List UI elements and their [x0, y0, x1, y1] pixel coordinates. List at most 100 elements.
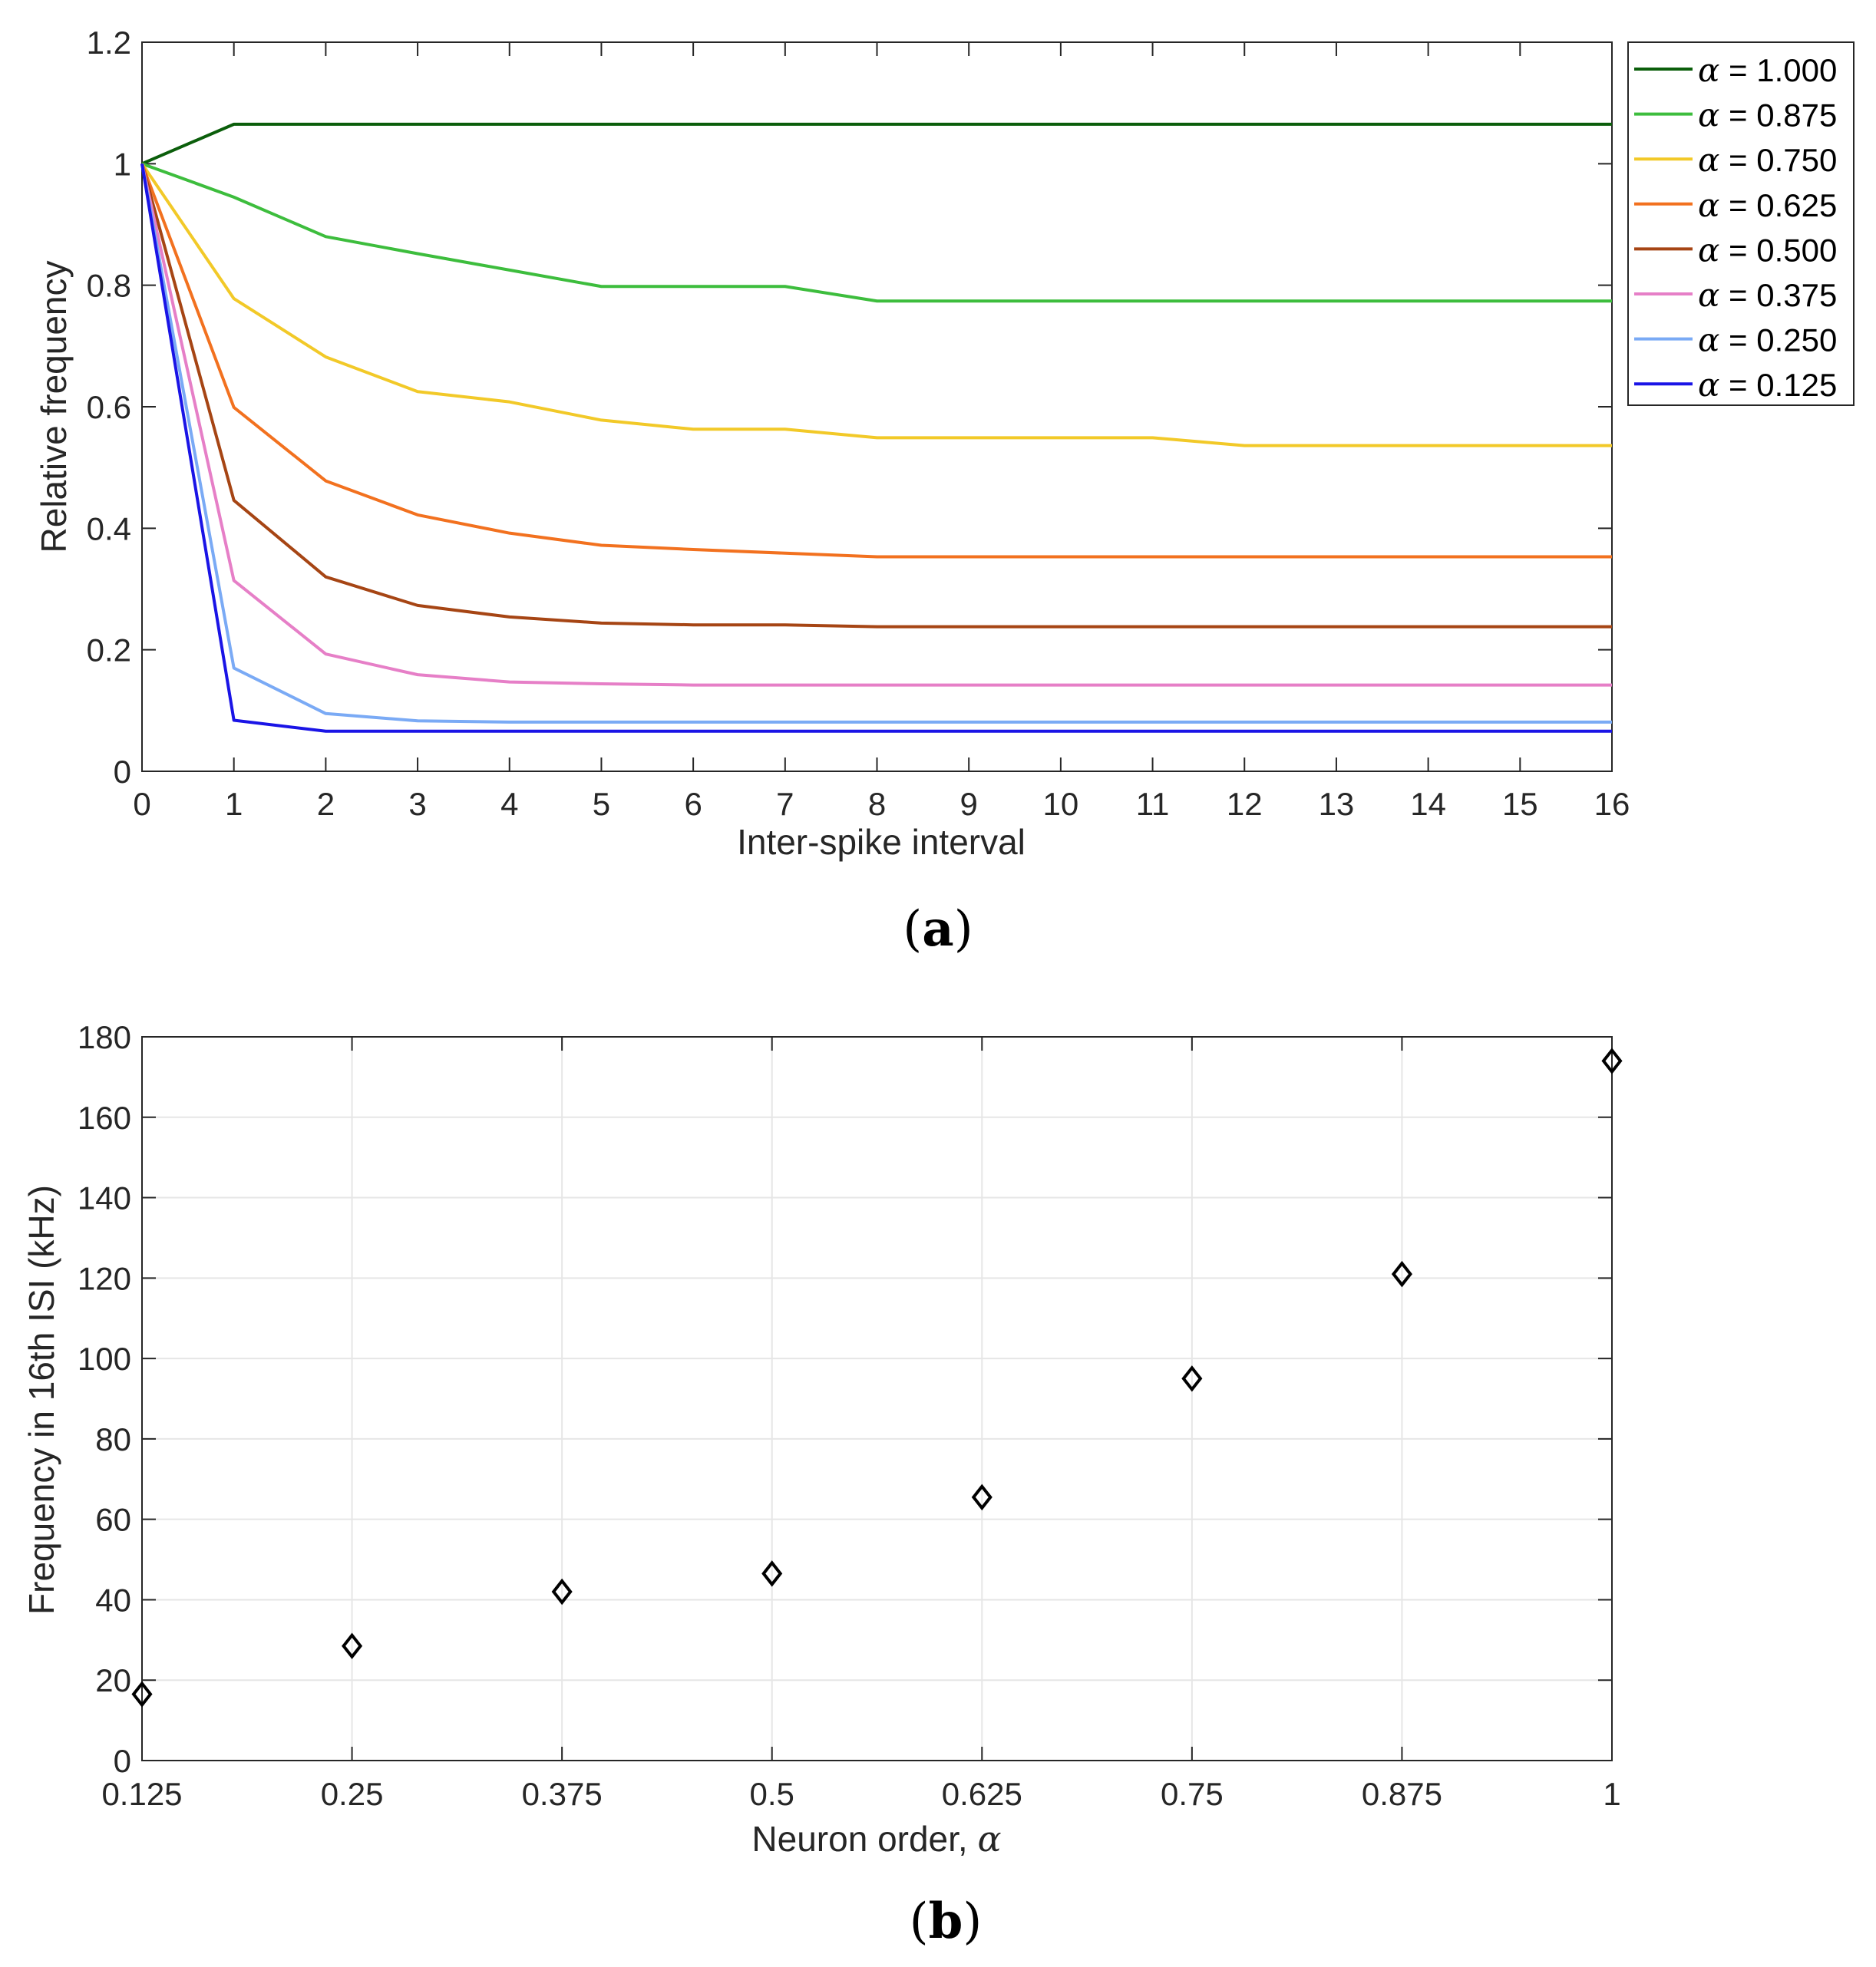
series-line-7: [140, 163, 1612, 733]
legend-value: = 0.500: [1719, 232, 1837, 268]
x-tick-label: 0.25: [321, 1776, 384, 1812]
x-tick-label: 0.875: [1362, 1776, 1442, 1812]
legend-greek: α: [1698, 276, 1719, 314]
series-line-6: [140, 163, 1612, 724]
panel-a-letter: a: [922, 900, 953, 958]
series-line-4: [140, 163, 1612, 629]
y-tick-label: 0: [114, 1743, 131, 1779]
series-line-0: [141, 122, 1612, 166]
panel-b-frame: [141, 1036, 1613, 1761]
y-tick-label: 0.2: [87, 632, 131, 668]
x-tick-label: 14: [1410, 786, 1446, 822]
data-point-diamond: [551, 1578, 573, 1606]
legend-greek: α: [1698, 186, 1719, 224]
panel-a-ticks: 0 1 2 3 4 5 6 7 8 9 10 11 12 13 14 15 1600.20.40.60.811.…: [87, 25, 1630, 822]
x-tick-label: 4: [500, 786, 518, 822]
y-tick-label: 180: [78, 1019, 131, 1055]
y-tick-label: 140: [78, 1180, 131, 1216]
y-tick-label: 160: [78, 1100, 131, 1136]
x-tick-label: 2: [317, 786, 335, 822]
legend-greek: α: [1698, 141, 1719, 179]
data-point-diamond: [1181, 1365, 1203, 1392]
y-tick-label: 0: [114, 754, 131, 790]
panel-b-label: (b): [910, 1893, 983, 1950]
x-tick-label: 13: [1319, 786, 1355, 822]
x-tick-label: 5: [593, 786, 610, 822]
legend-label-2: α = 0.750: [1698, 141, 1837, 179]
series-line-1: [141, 162, 1612, 303]
legend-label-4: α = 0.500: [1698, 231, 1837, 269]
legend-value: = 0.875: [1719, 97, 1837, 134]
data-point-diamond: [1601, 1048, 1623, 1074]
x-tick-label: 11: [1136, 786, 1170, 822]
series-line-5: [140, 163, 1612, 687]
x-tick-label: 1: [225, 786, 243, 822]
x-tick-label: 12: [1227, 786, 1263, 822]
panel-b-letter: b: [929, 1893, 963, 1950]
panel-a-label: (a): [903, 900, 973, 958]
panel-a-ylabel: Relative frequency: [34, 261, 74, 553]
x-tick-label: 0.75: [1161, 1776, 1224, 1812]
x-tick-label: 0.375: [522, 1776, 603, 1812]
x-tick-label: 0.5: [750, 1776, 794, 1812]
y-tick-label: 0.6: [87, 389, 131, 425]
panel-a-xlabel: Inter-spike interval: [737, 822, 1026, 862]
data-point-diamond: [971, 1484, 992, 1511]
x-tick-label: 10: [1043, 786, 1079, 822]
panel-b-xlabel: Neuron order, α: [751, 1818, 1001, 1860]
x-tick-label: 6: [684, 786, 702, 822]
series-line-2: [140, 163, 1612, 447]
legend-value: = 0.125: [1719, 367, 1837, 403]
x-tick-label: 15: [1502, 786, 1538, 822]
x-tick-label: 9: [960, 786, 978, 822]
data-point-diamond: [761, 1560, 783, 1587]
panel-b: 0.125 0.25 0.375 0.5 0.625 0.75 0.875 1 0 20 40 60 8…: [21, 1019, 1623, 1950]
legend-label-3: α = 0.625: [1698, 186, 1837, 224]
series-line-3: [140, 163, 1612, 559]
x-tick-label: 0.125: [101, 1776, 182, 1812]
x-tick-label: 16: [1594, 786, 1630, 822]
x-tick-label: 8: [868, 786, 886, 822]
legend-value: = 0.625: [1719, 187, 1837, 223]
legend-greek: α: [1698, 97, 1719, 134]
legend-label-6: α = 0.250: [1698, 322, 1837, 359]
legend-label-5: α = 0.375: [1698, 276, 1837, 314]
legend-label-0: α = 1.000: [1698, 51, 1837, 89]
legend-label-7: α = 0.125: [1698, 366, 1837, 404]
legend-greek: α: [1698, 231, 1719, 269]
data-point-diamond: [1391, 1260, 1412, 1288]
panel-b-xlabel-greek: α: [977, 1818, 1001, 1860]
panel-b-ylabel: Frequency in 16th ISI (kHz): [21, 1185, 61, 1615]
x-tick-label: 3: [408, 786, 426, 822]
legend-value: = 0.375: [1719, 277, 1837, 313]
y-tick-label: 1.2: [87, 25, 131, 61]
panel-a-plot-area: [141, 41, 1613, 772]
panel-a: 0 1 2 3 4 5 6 7 8 9 10 11 12 13 14 15 1600.20.40.60.811.…: [34, 25, 1855, 958]
y-tick-label: 120: [78, 1260, 131, 1296]
data-point-diamond: [131, 1681, 153, 1708]
panel-b-xlabel-text: Neuron order,: [751, 1819, 977, 1859]
legend-value: = 0.250: [1719, 322, 1837, 358]
legend-box: [1627, 41, 1855, 406]
y-tick-label: 0.8: [87, 268, 131, 304]
panel-b-ticks: 0.125 0.25 0.375 0.5 0.625 0.75 0.875 1 0 20 40 60 8…: [78, 1019, 1621, 1812]
y-tick-label: 20: [95, 1662, 131, 1698]
legend-greek: α: [1698, 366, 1719, 404]
legend-greek: α: [1698, 322, 1719, 359]
y-tick-label: 60: [95, 1502, 131, 1538]
y-tick-label: 100: [78, 1341, 131, 1377]
legend-value: = 0.750: [1719, 142, 1837, 178]
x-tick-label: 0: [133, 786, 150, 822]
legend-label-1: α = 0.875: [1698, 97, 1837, 134]
panel-b-plot-area: [142, 1037, 1612, 1761]
data-point-diamond: [342, 1632, 363, 1659]
panel-a-series: [140, 122, 1612, 733]
panel-b-points: [131, 1048, 1623, 1708]
x-tick-label: 1: [1603, 1776, 1620, 1812]
y-tick-label: 1: [114, 146, 131, 182]
y-tick-label: 40: [95, 1582, 131, 1618]
x-tick-label: 0.625: [942, 1776, 1022, 1812]
